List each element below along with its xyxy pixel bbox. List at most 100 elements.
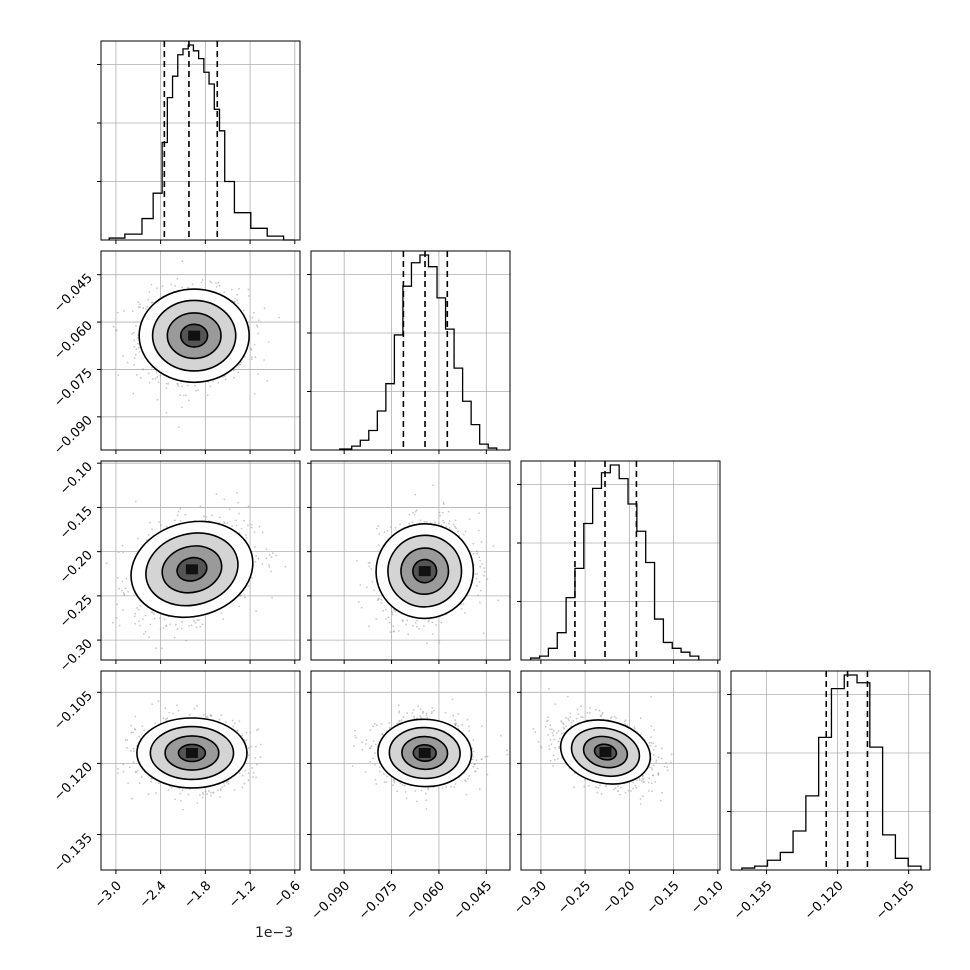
sample-point: [166, 717, 169, 720]
sample-point: [126, 361, 129, 364]
sample-point: [257, 728, 260, 731]
pair-panel-2-0: [97, 460, 301, 664]
sample-point: [256, 326, 259, 328]
sample-point: [418, 627, 420, 630]
sample-point: [250, 523, 253, 526]
sample-point: [251, 767, 254, 769]
sample-point: [440, 621, 443, 624]
sample-point: [368, 625, 370, 628]
sample-point: [245, 537, 248, 539]
sample-point: [201, 792, 204, 794]
sample-point: [468, 518, 471, 520]
hist-panel: [311, 251, 510, 450]
sample-point: [159, 628, 162, 630]
sample-point: [179, 519, 182, 522]
sample-point: [426, 642, 428, 645]
contour-line: [149, 725, 235, 781]
sample-point: [412, 624, 414, 627]
sample-point: [238, 287, 240, 290]
sample-point: [185, 639, 188, 642]
sample-point: [130, 731, 133, 734]
sample-point: [223, 291, 226, 293]
sample-point: [240, 527, 243, 530]
sample-point: [425, 808, 428, 810]
sample-point: [267, 564, 270, 566]
sample-point: [479, 601, 481, 604]
sample-point: [179, 792, 182, 795]
sample-point: [150, 301, 153, 304]
sample-point: [442, 503, 445, 505]
sample-point: [476, 572, 478, 575]
sample-point: [144, 630, 147, 633]
sample-point: [462, 603, 465, 605]
sample-point: [157, 381, 160, 384]
sample-point: [170, 787, 173, 789]
sample-point: [474, 573, 476, 575]
sample-point: [133, 331, 135, 334]
sample-point: [439, 514, 441, 517]
sample-point: [194, 384, 196, 387]
sample-point: [247, 524, 249, 527]
sample-point: [137, 301, 140, 304]
sample-point: [167, 382, 170, 385]
sample-point: [224, 378, 227, 381]
sample-point: [243, 782, 246, 785]
sample-point: [131, 332, 133, 335]
sample-point: [255, 776, 257, 779]
sample-point: [155, 371, 158, 373]
sample-point: [455, 722, 458, 725]
sample-point: [413, 717, 416, 720]
sample-point: [266, 380, 269, 382]
sample-point: [236, 491, 238, 494]
sample-point: [122, 591, 125, 594]
sample-point: [130, 750, 132, 752]
sample-point: [122, 609, 124, 612]
sample-point: [121, 544, 124, 547]
sample-point: [254, 356, 257, 358]
x-tick-label: −0.105: [873, 878, 918, 923]
contour-line: [179, 323, 209, 348]
sample-point: [188, 713, 191, 716]
sample-point: [134, 354, 137, 356]
sample-point: [278, 316, 280, 319]
sample-point: [420, 717, 422, 719]
sample-point: [479, 559, 481, 562]
sample-point: [148, 291, 151, 293]
sample-point: [130, 797, 133, 800]
sample-point: [462, 533, 465, 536]
sample-point: [194, 621, 197, 624]
sample-point: [205, 716, 208, 718]
sample-point: [251, 316, 254, 319]
sample-point: [236, 293, 239, 296]
sample-point: [179, 394, 182, 397]
sample-point: [147, 534, 150, 536]
sample-point: [255, 610, 257, 613]
sample-point: [142, 307, 145, 310]
sample-point: [147, 372, 150, 375]
sample-point: [448, 520, 451, 522]
sample-point: [481, 563, 483, 565]
sample-point: [181, 789, 184, 792]
sample-point: [219, 789, 222, 792]
sample-point: [210, 715, 213, 718]
sample-point: [148, 636, 151, 639]
sample-point: [477, 594, 479, 597]
sample-point: [442, 519, 444, 522]
sample-point: [182, 808, 184, 811]
sample-point: [178, 787, 181, 790]
sample-point: [422, 625, 425, 627]
sample-point: [416, 717, 418, 720]
sample-point: [265, 557, 268, 560]
sample-point: [422, 710, 424, 713]
sample-point: [156, 287, 159, 290]
sample-point: [162, 717, 165, 720]
sample-point: [441, 787, 444, 789]
sample-point: [359, 584, 362, 586]
sample-point: [155, 792, 158, 794]
sample-point: [118, 587, 120, 590]
sample-point: [247, 779, 250, 782]
sample-point: [130, 724, 133, 727]
sample-point: [257, 319, 260, 322]
panel-frame: [520, 460, 721, 661]
sample-point: [209, 280, 212, 283]
